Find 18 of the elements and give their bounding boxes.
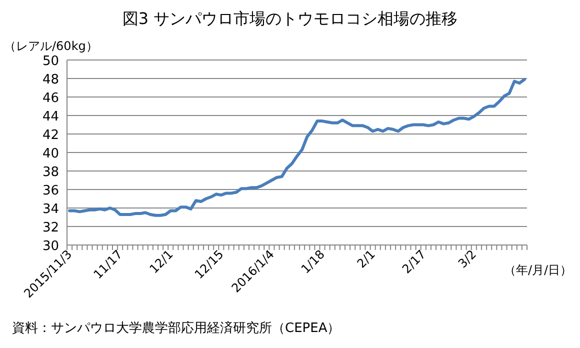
y-tick-label: 30 [42, 239, 59, 254]
line-series [68, 78, 526, 217]
y-tick-label: 50 [42, 54, 59, 69]
text: 資料：サンパウロ大学農学部応用経済研究所（CEPEA） [12, 320, 340, 336]
y-tick-label: 46 [42, 91, 59, 106]
y-tick-label: 42 [42, 128, 59, 143]
y-tick-label: 34 [42, 202, 59, 217]
y-tick-label: 38 [42, 165, 59, 180]
y-tick-label: 36 [42, 184, 59, 198]
y-tick-label: 44 [42, 110, 59, 124]
chart-title: 図3 サンパウロ市場のトウモロコシ相場の推移 [122, 9, 458, 28]
y-tick-label: 32 [42, 220, 59, 236]
y-tick-label: 40 [42, 146, 59, 162]
x-tick-label: 3/2 [455, 247, 480, 271]
y-axis-title: （レアル/60kg） [4, 39, 98, 53]
x-axis-title: （年/月/日） [504, 263, 572, 277]
x-tick-label: 2/1 [354, 247, 378, 271]
y-tick-label: 48 [42, 72, 59, 88]
